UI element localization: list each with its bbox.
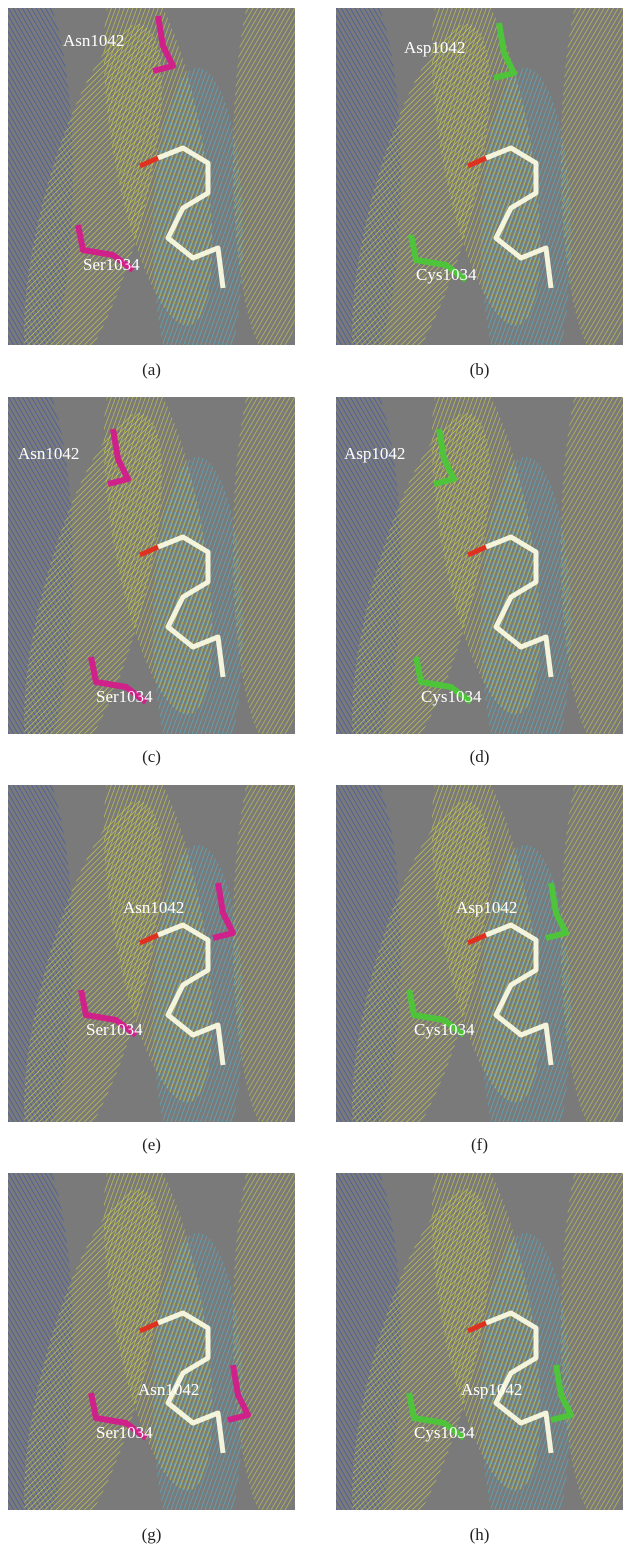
panel: Asp1042 Cys1034 <box>311 0 630 408</box>
residue-label: Asn1042 <box>123 898 184 917</box>
panel: Asn1042 Ser1034 <box>0 735 313 1185</box>
residue-label: Asn1042 <box>18 444 79 463</box>
panel: Asp1042 Cys1034 <box>311 1123 630 1552</box>
residue-label: Cys1034 <box>414 1423 475 1442</box>
figure: Asn1042 Ser1034 (a) Asp1042 Cys1034 (b) Asn104… <box>0 0 630 1552</box>
residue-label: Ser1034 <box>83 255 140 274</box>
residue-label: Ser1034 <box>96 687 153 706</box>
panel: Asp1042 Cys1034 <box>311 347 630 797</box>
panel: Asn1042 Ser1034 <box>0 1123 313 1552</box>
panel-caption: (h) <box>470 1525 490 1544</box>
panel-caption: (d) <box>470 747 490 766</box>
residue-label: Cys1034 <box>416 265 477 284</box>
residue-label: Ser1034 <box>96 1423 153 1442</box>
helix <box>233 735 313 1135</box>
panel-image <box>311 347 630 797</box>
helix <box>233 347 313 747</box>
helix <box>233 1123 313 1523</box>
panel: Asn1042 Ser1034 <box>0 0 313 408</box>
residue-label: Asn1042 <box>63 31 124 50</box>
residue-label: Asp1042 <box>461 1380 522 1399</box>
panel-caption: (c) <box>142 747 161 766</box>
panel-caption: (g) <box>142 1525 162 1544</box>
panel-caption: (f) <box>471 1135 488 1154</box>
panel-image <box>0 347 313 797</box>
residue-label: Cys1034 <box>421 687 482 706</box>
panel-image <box>311 0 630 408</box>
panel-image <box>0 0 313 408</box>
panel-image <box>0 735 313 1185</box>
residue-label: Asn1042 <box>138 1380 199 1399</box>
panel-caption: (a) <box>142 360 161 379</box>
panel-image <box>311 1123 630 1552</box>
panel-caption: (e) <box>142 1135 161 1154</box>
residue-label: Cys1034 <box>414 1020 475 1039</box>
panel-caption: (b) <box>470 360 490 379</box>
residue-label: Asp1042 <box>456 898 517 917</box>
residue-label: Ser1034 <box>86 1020 143 1039</box>
panel: Asp1042 Cys1034 <box>311 735 630 1185</box>
panel-image <box>0 1123 313 1552</box>
panel: Asn1042 Ser1034 <box>0 347 313 797</box>
residue-label: Asp1042 <box>344 444 405 463</box>
panel-image <box>311 735 630 1185</box>
residue-label: Asp1042 <box>404 38 465 57</box>
